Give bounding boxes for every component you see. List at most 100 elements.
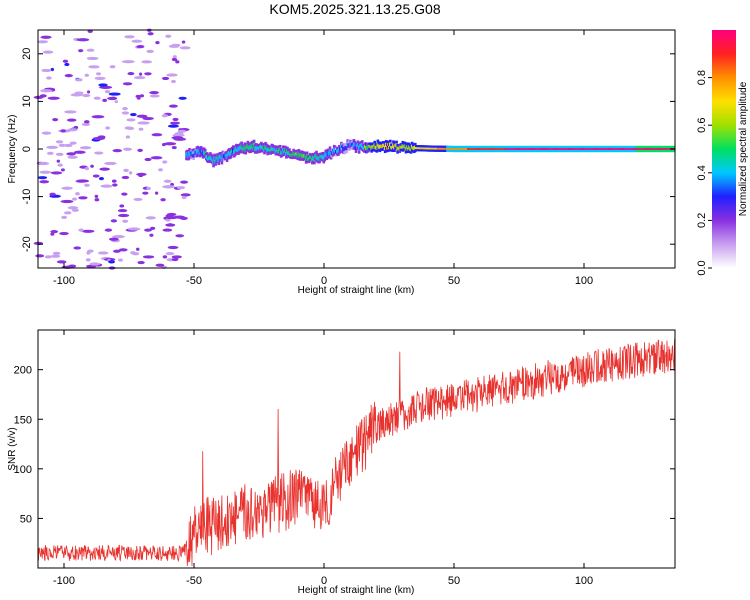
y-tick-label: -20 [21, 236, 33, 252]
noise-cell [180, 180, 189, 184]
spectrogram-heatmap [33, 28, 676, 270]
noise-cell [142, 191, 149, 195]
noise-cell [95, 72, 102, 76]
noise-cell [73, 246, 82, 250]
colorbar-tick-label: 0.4 [696, 165, 708, 180]
noise-cell [136, 114, 148, 118]
noise-cell [142, 255, 155, 259]
noise-cell [138, 173, 144, 178]
noise-cell [89, 262, 101, 266]
noise-cell [86, 56, 99, 61]
noise-cell [82, 93, 91, 98]
noise-cell [133, 197, 143, 202]
snr-frame [37, 329, 676, 569]
colorbar-tick-label: 0.6 [696, 118, 708, 133]
noise-cell [67, 206, 79, 210]
noise-cell [130, 112, 137, 117]
noise-cell [149, 94, 160, 98]
noise-cell [146, 186, 151, 191]
noise-cell [109, 65, 116, 69]
noise-cell [47, 96, 60, 100]
noise-cell [98, 177, 104, 181]
noise-cell [166, 73, 178, 77]
noise-cell [111, 179, 117, 183]
noise-cell [150, 226, 156, 230]
noise-cell [61, 186, 73, 190]
noise-cell [74, 91, 84, 95]
noise-cell [172, 117, 179, 122]
noise-cell [162, 160, 168, 164]
noise-cell [122, 106, 128, 111]
noise-cell [90, 164, 94, 168]
noise-cell [142, 116, 154, 121]
noise-cell [84, 183, 90, 187]
noise-cell [64, 74, 73, 78]
noise-cell [155, 263, 165, 267]
noise-cell [177, 129, 187, 133]
noise-cell [108, 237, 119, 241]
noise-cell [167, 245, 179, 250]
y-tick-label: 10 [21, 95, 33, 107]
noise-cell [145, 216, 156, 220]
noise-cell [125, 135, 131, 139]
noise-cell [71, 208, 79, 212]
colorbar-tick-label: 0.0 [696, 260, 708, 275]
noise-cell [149, 233, 154, 237]
noise-cell [38, 161, 50, 166]
noise-cell [141, 60, 153, 64]
noise-cell [50, 230, 59, 234]
noise-cell [39, 170, 52, 174]
noise-cell [60, 199, 74, 204]
noise-cell [170, 182, 175, 187]
noise-cell [76, 179, 90, 183]
noise-cell [178, 96, 187, 100]
noise-cell [94, 198, 100, 202]
noise-cell [104, 161, 117, 166]
noise-cell [119, 204, 125, 208]
colorbar-scale [712, 30, 736, 268]
noise-cell [87, 29, 93, 33]
noise-cell [52, 251, 61, 255]
noise-cell [180, 193, 191, 197]
snr-y-axis-label: SNR (v/v) [7, 427, 18, 470]
noise-cell [168, 104, 178, 108]
noise-cell [64, 62, 70, 67]
y-tick-label: 200 [14, 365, 32, 377]
noise-cell [86, 48, 95, 52]
noise-cell [150, 156, 163, 160]
noise-cell [162, 255, 168, 259]
noise-cell [162, 142, 166, 147]
x-tick-label: 0 [321, 575, 327, 587]
noise-cell [147, 32, 154, 36]
noise-cell [162, 185, 175, 189]
colorbar-tick-label: 0.8 [696, 70, 708, 85]
noise-cell [160, 198, 166, 202]
noise-cell [165, 251, 175, 256]
noise-cell [151, 133, 163, 137]
x-tick-label: 50 [448, 575, 460, 587]
noise-cell [94, 194, 99, 198]
noise-cell [118, 248, 128, 252]
y-tick-label: -10 [21, 189, 33, 205]
noise-cell [67, 128, 78, 132]
noise-cell [67, 155, 78, 159]
noise-cell [121, 192, 128, 196]
noise-cell [66, 118, 77, 122]
noise-cell [66, 152, 77, 156]
noise-cell [167, 124, 179, 128]
noise-cell [127, 227, 141, 231]
x-tick-label: 0 [321, 275, 327, 287]
noise-cell [56, 159, 61, 163]
noise-cell [104, 90, 111, 94]
noise-cell [155, 191, 159, 195]
noise-cell [42, 50, 54, 54]
noise-cell [122, 219, 129, 223]
noise-cell [84, 73, 89, 77]
x-tick-label: -100 [53, 275, 75, 287]
noise-cell [100, 184, 113, 188]
noise-cell [78, 228, 84, 232]
x-tick-label: 100 [575, 575, 593, 587]
noise-cell [58, 143, 66, 147]
noise-cell [91, 115, 105, 119]
